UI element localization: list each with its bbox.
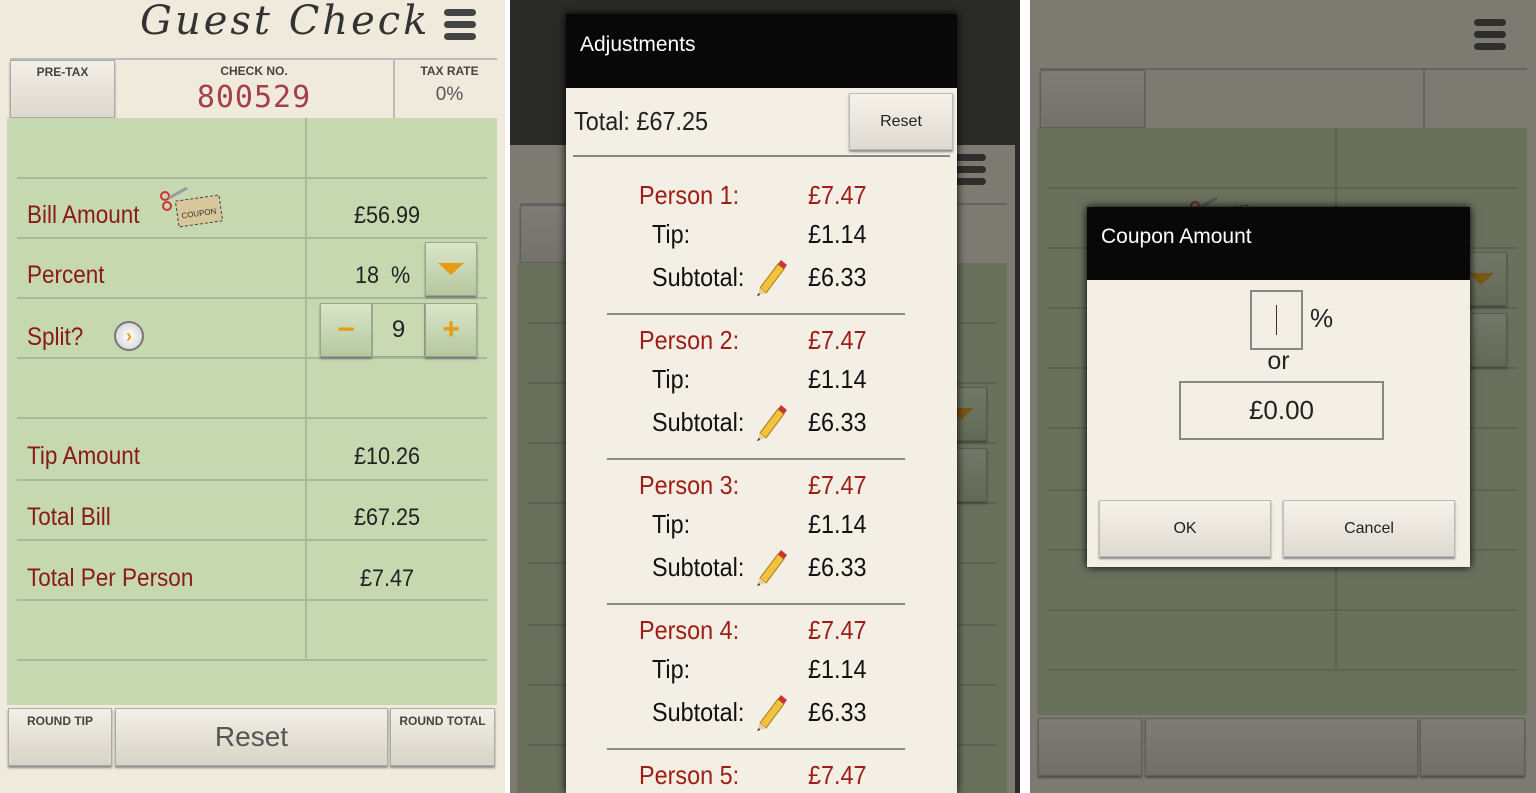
person-label: Person 5: bbox=[639, 760, 740, 790]
divider bbox=[607, 748, 905, 750]
coupon-panel: Coupon Amount % or £0.00 OK Cancel bbox=[1030, 0, 1536, 793]
tax-rate-value: 0% bbox=[435, 84, 464, 105]
coupon-dialog: Coupon Amount % or £0.00 OK Cancel bbox=[1087, 207, 1470, 567]
row-line bbox=[17, 417, 487, 419]
row-line bbox=[17, 659, 487, 661]
person-tip: £1.14 bbox=[808, 364, 867, 394]
person-amount: £7.47 bbox=[808, 615, 867, 645]
split-decrement-button[interactable]: − bbox=[320, 303, 372, 357]
column-divider bbox=[305, 118, 307, 658]
row-line bbox=[17, 539, 487, 541]
divider bbox=[607, 313, 905, 315]
check-no-value: 800529 bbox=[196, 80, 312, 115]
or-text: or bbox=[1267, 347, 1290, 375]
adjustments-panel: Adjustments Total: £67.25 Reset Person 1… bbox=[510, 0, 1020, 793]
tip-label: Tip: bbox=[652, 219, 691, 249]
chevron-down-icon bbox=[438, 263, 464, 275]
subtotal-label: Subtotal: bbox=[652, 697, 745, 727]
subtotal-label: Subtotal: bbox=[652, 262, 745, 292]
percent-dropdown-button[interactable] bbox=[425, 242, 477, 296]
reset-button[interactable]: Reset bbox=[115, 708, 388, 766]
cancel-button[interactable]: Cancel bbox=[1283, 500, 1455, 557]
person-tip: £1.14 bbox=[808, 509, 867, 539]
tip-label: Tip: bbox=[652, 509, 691, 539]
person-amount: £7.47 bbox=[808, 760, 867, 790]
divider bbox=[607, 458, 905, 460]
coupon-percent-input[interactable] bbox=[1250, 290, 1303, 350]
split-info-icon[interactable]: › bbox=[114, 321, 144, 351]
percent-label: Percent bbox=[27, 261, 105, 289]
percent-value[interactable]: 18 % bbox=[355, 262, 410, 290]
person-subtotal: £6.33 bbox=[808, 552, 867, 582]
person-tip: £1.14 bbox=[808, 654, 867, 684]
row-line bbox=[17, 357, 487, 359]
bill-amount-label: Bill Amount bbox=[27, 201, 140, 229]
tip-amount-value: £10.26 bbox=[354, 443, 421, 470]
person-label: Person 1: bbox=[639, 180, 740, 210]
pencil-edit-icon[interactable] bbox=[752, 693, 788, 733]
tax-rate-button[interactable]: TAX RATE 0% bbox=[397, 60, 502, 118]
total-per-person-value[interactable]: £7.47 bbox=[360, 565, 415, 592]
app-title: Guest Check bbox=[140, 0, 431, 44]
adjustments-reset-button[interactable]: Reset bbox=[849, 93, 953, 150]
person-subtotal: £6.33 bbox=[808, 407, 867, 437]
person-label: Person 4: bbox=[639, 615, 740, 645]
row-line bbox=[17, 237, 487, 239]
check-sheet: Bill Amount COUPON £56.99 Percent 18 % S… bbox=[7, 118, 497, 705]
coupon-icon[interactable]: COUPON bbox=[157, 186, 227, 230]
tip-amount-label: Tip Amount bbox=[27, 442, 140, 470]
person-amount: £7.47 bbox=[808, 325, 867, 355]
percent-sign: % bbox=[391, 262, 411, 289]
person-label: Person 2: bbox=[639, 325, 740, 355]
round-total-button[interactable]: ROUND TOTAL bbox=[390, 708, 495, 766]
dialog-title: Adjustments bbox=[566, 14, 957, 88]
subtotal-label: Subtotal: bbox=[652, 552, 745, 582]
check-number: CHECK NO. 800529 bbox=[115, 60, 395, 118]
person-label: Person 3: bbox=[639, 470, 740, 500]
person-tip: £1.14 bbox=[808, 219, 867, 249]
pre-tax-button[interactable]: PRE-TAX bbox=[10, 60, 115, 118]
adjustments-total: Total: £67.25 bbox=[574, 106, 709, 136]
total-bill-label: Total Bill bbox=[27, 503, 111, 531]
pencil-edit-icon[interactable] bbox=[752, 548, 788, 588]
total-bill-value: £67.25 bbox=[354, 504, 421, 531]
coupon-amount-input[interactable]: £0.00 bbox=[1179, 381, 1384, 440]
ok-button[interactable]: OK bbox=[1099, 500, 1271, 557]
dialog-title: Coupon Amount bbox=[1087, 207, 1470, 280]
split-increment-button[interactable]: + bbox=[425, 303, 477, 357]
bill-amount-value[interactable]: £56.99 bbox=[354, 202, 421, 229]
divider bbox=[607, 603, 905, 605]
or-label: or bbox=[1087, 347, 1470, 376]
subtotal-label: Subtotal: bbox=[652, 407, 745, 437]
guest-check-screen: Guest Check PRE-TAX CHECK NO. 800529 TAX… bbox=[0, 0, 505, 793]
percent-sign: % bbox=[1310, 303, 1334, 333]
total-per-person-label: Total Per Person bbox=[27, 564, 194, 592]
pencil-edit-icon[interactable] bbox=[752, 403, 788, 443]
split-count[interactable]: 9 bbox=[372, 303, 425, 357]
person-amount: £7.47 bbox=[808, 180, 867, 210]
row-line bbox=[17, 599, 487, 601]
divider bbox=[10, 58, 497, 60]
row-line bbox=[17, 177, 487, 179]
check-no-label: CHECK NO. bbox=[220, 64, 288, 78]
adjustments-dialog: Adjustments Total: £67.25 Reset Person 1… bbox=[566, 14, 957, 793]
tip-label: Tip: bbox=[652, 364, 691, 394]
row-line bbox=[17, 297, 487, 299]
menu-icon[interactable] bbox=[444, 9, 476, 41]
tip-label: Tip: bbox=[652, 654, 691, 684]
pencil-edit-icon[interactable] bbox=[752, 258, 788, 298]
main-screen-panel: Guest Check PRE-TAX CHECK NO. 800529 TAX… bbox=[0, 0, 505, 793]
percent-number: 18 bbox=[355, 262, 380, 289]
divider bbox=[573, 155, 950, 157]
tax-rate-label: TAX RATE bbox=[420, 64, 479, 78]
person-amount: £7.47 bbox=[808, 470, 867, 500]
person-subtotal: £6.33 bbox=[808, 697, 867, 727]
round-tip-button[interactable]: ROUND TIP bbox=[8, 708, 112, 766]
person-subtotal: £6.33 bbox=[808, 262, 867, 292]
split-label: Split? bbox=[27, 323, 84, 351]
row-line bbox=[17, 479, 487, 481]
